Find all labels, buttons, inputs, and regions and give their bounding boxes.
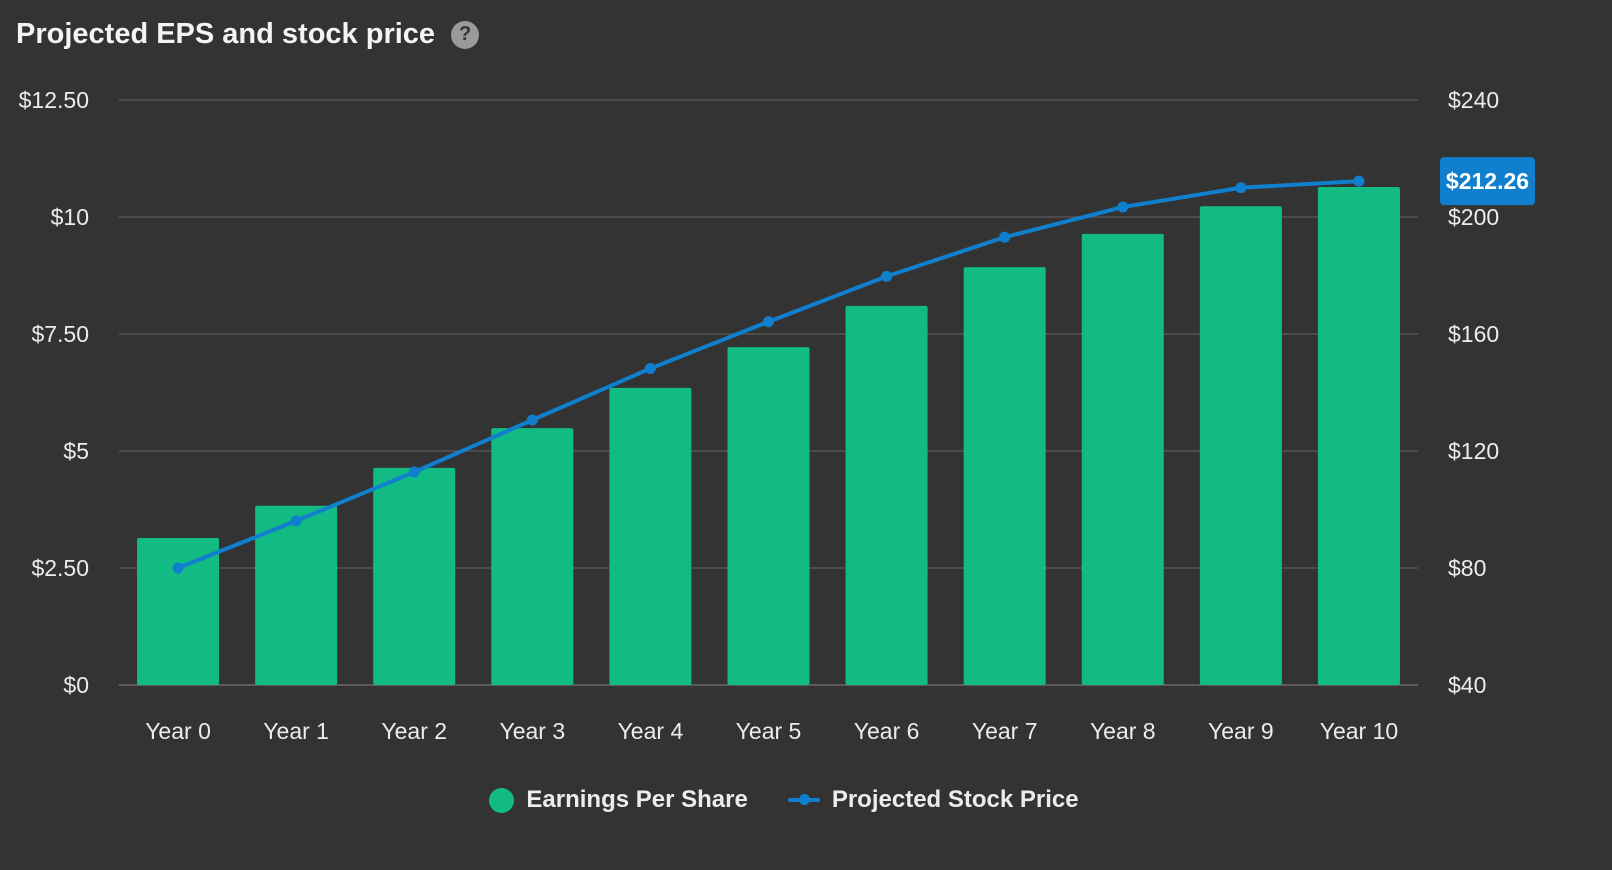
- y-right-tick-label: $40: [1448, 672, 1486, 698]
- eps-bar: [845, 305, 928, 685]
- eps-bar: [373, 467, 456, 685]
- stock-price-point: [172, 562, 184, 574]
- combo-chart: $0 $2.50 $5 $7.50 $10 $12.50 $40 $80 $120 $160 $20…: [19, 87, 1535, 744]
- x-tick-label: Year 1: [263, 718, 329, 744]
- y-left-tick-label: $0: [63, 672, 89, 698]
- y-right-tick-label: $160: [1448, 321, 1499, 347]
- x-tick-label: Year 8: [1090, 718, 1156, 744]
- y-left-tick-label: $2.50: [31, 555, 89, 581]
- y-left-tick-label: $7.50: [31, 321, 89, 347]
- stock-price-point: [1235, 182, 1247, 194]
- stock-price-point: [644, 363, 656, 375]
- legend-stock-price-label: Projected Stock Price: [831, 786, 1079, 813]
- chart-header: Projected EPS and stock price ?: [16, 18, 480, 51]
- chart-legend: Earnings Per Share Projected Stock Price: [0, 786, 1568, 814]
- stock-price-point: [526, 414, 538, 426]
- x-tick-label: Year 7: [972, 718, 1038, 744]
- eps-bar: [963, 267, 1046, 685]
- x-tick-label: Year 2: [381, 718, 447, 744]
- legend-item-eps[interactable]: Earnings Per Share: [489, 786, 748, 814]
- y-right-tick-label: $200: [1448, 204, 1499, 230]
- eps-bar: [1081, 233, 1164, 685]
- legend-stock-price-swatch: [787, 794, 820, 805]
- legend-eps-label: Earnings Per Share: [526, 786, 748, 813]
- y-left-tick-label: $5: [63, 438, 89, 464]
- eps-bar: [1317, 187, 1400, 685]
- x-tick-label: Year 6: [854, 718, 920, 744]
- eps-bar: [609, 387, 692, 685]
- x-tick-label: Year 4: [618, 718, 684, 744]
- stock-price-point: [290, 515, 302, 527]
- eps-bar: [137, 538, 220, 685]
- x-tick-label: Year 9: [1208, 718, 1274, 744]
- y-right-tick-label: $120: [1448, 438, 1499, 464]
- last-value-badge-label: $212.26: [1446, 168, 1529, 194]
- y-left-tick-label: $12.50: [19, 87, 89, 113]
- last-value-badge: [1440, 157, 1535, 206]
- legend-eps-swatch: [489, 787, 515, 813]
- y-left-tick-label: $10: [51, 204, 89, 230]
- x-tick-label: Year 0: [145, 718, 211, 744]
- stock-price-point: [1117, 201, 1129, 213]
- eps-bar: [1199, 206, 1282, 685]
- stock-price-point: [408, 466, 420, 478]
- chart-title: Projected EPS and stock price: [16, 18, 436, 50]
- x-tick-label: Year 3: [499, 718, 565, 744]
- stock-price-point: [1353, 175, 1365, 187]
- stock-price-point: [881, 270, 893, 282]
- stock-price-point: [763, 316, 774, 328]
- eps-bar: [727, 347, 810, 685]
- y-right-tick-label: $240: [1448, 87, 1499, 113]
- question-circle-icon[interactable]: ?: [451, 20, 480, 49]
- stock-price-point: [999, 231, 1011, 243]
- y-right-tick-label: $80: [1448, 555, 1486, 581]
- x-tick-label: Year 5: [736, 718, 802, 744]
- eps-bar: [255, 505, 338, 685]
- legend-item-stock-price[interactable]: Projected Stock Price: [787, 786, 1079, 814]
- x-tick-label: Year 10: [1320, 718, 1398, 744]
- eps-bar: [491, 428, 574, 685]
